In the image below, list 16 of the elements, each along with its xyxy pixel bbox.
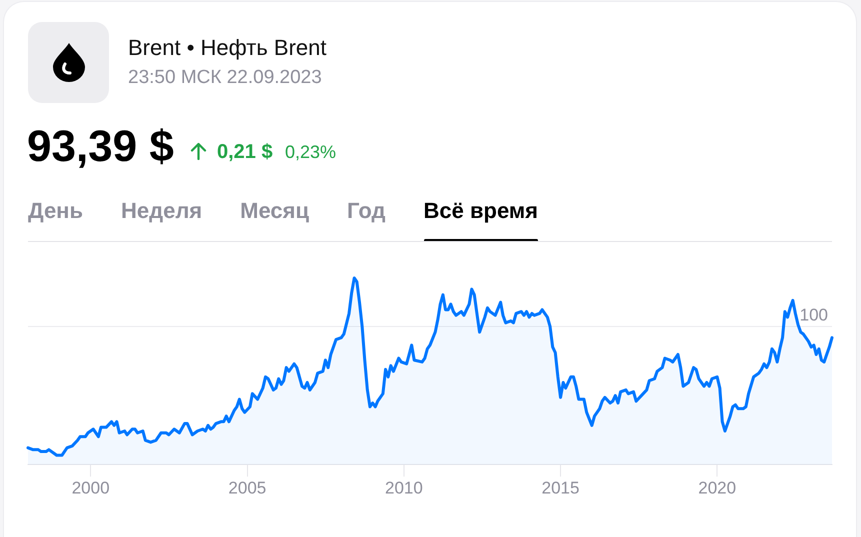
x-tick-label: 2010	[385, 478, 423, 498]
chart-title: Brent • Нефть Brent	[128, 35, 326, 60]
text: 0,23%	[285, 142, 336, 162]
text: Год	[347, 198, 386, 223]
text: 0,21 $	[217, 141, 273, 163]
text: Всё время	[424, 198, 538, 223]
text: День	[28, 198, 83, 223]
x-tick-label: 2000	[72, 478, 110, 498]
text: 93,39 $	[27, 122, 174, 171]
chart-subtitle: 23:50 МСК 22.09.2023	[128, 67, 322, 88]
text: Неделя	[121, 198, 202, 223]
text: Месяц	[240, 198, 310, 223]
x-tick-label: 2020	[698, 478, 736, 498]
x-tick-label: 2015	[542, 478, 580, 498]
annotation: 100	[800, 306, 828, 325]
x-tick-label: 2005	[228, 478, 266, 498]
